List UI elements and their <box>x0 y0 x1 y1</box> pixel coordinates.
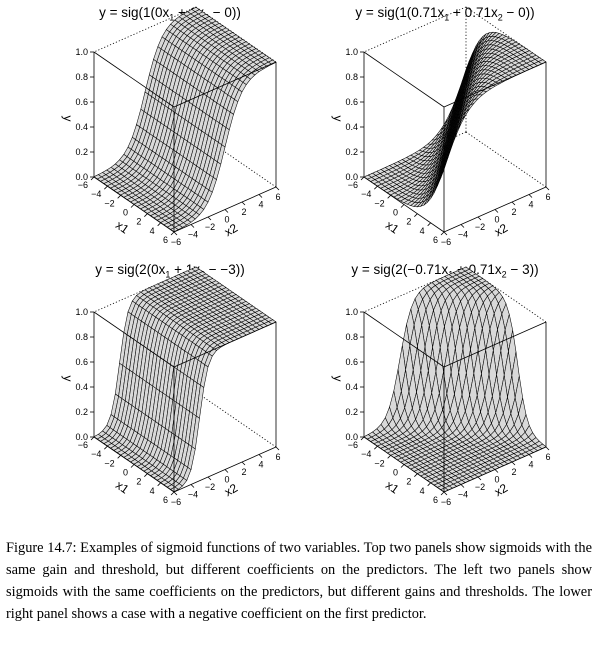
x1-tick-label: 2 <box>406 477 411 487</box>
z-tick-label: 0.6 <box>345 97 358 107</box>
x2-tick-label: 0 <box>494 215 499 225</box>
z-tick-label: 0.6 <box>75 357 88 367</box>
x1-tick-label: −2 <box>374 458 384 468</box>
x1-tick-label: 0 <box>393 208 398 218</box>
surface-panel-1: 0.00.20.40.60.81.0y−6−4−20246x1−6−4−2024… <box>61 6 281 247</box>
x1-tick-label: 4 <box>150 486 155 496</box>
z-tick-label: 0.4 <box>75 122 88 132</box>
x1-tick-label: 6 <box>433 495 438 505</box>
surface-panel-2: 0.00.20.40.60.81.0y−6−4−20246x1−6−4−2024… <box>331 6 551 247</box>
x2-tick-label: 0 <box>224 215 229 225</box>
x2-tick-label: 6 <box>275 452 280 462</box>
x1-tick-label: 4 <box>420 226 425 236</box>
x1-tick-label: 0 <box>123 468 128 478</box>
z-axis-label: y <box>61 376 75 382</box>
x1-tick-label: 6 <box>163 495 168 505</box>
x1-tick-label: −4 <box>91 449 101 459</box>
z-tick-label: 0.6 <box>75 97 88 107</box>
z-tick-label: 1.0 <box>345 47 358 57</box>
x1-tick-label: 2 <box>406 217 411 227</box>
x1-tick-label: −6 <box>78 180 88 190</box>
x2-tick-label: 6 <box>545 452 550 462</box>
z-axis-label: y <box>61 116 75 122</box>
figure: y = sig(1(0x1 + 1x2 − 0)) y = sig(1(0.71… <box>61 5 551 507</box>
z-tick-label: 0.4 <box>345 382 358 392</box>
x1-tick-label: 4 <box>150 226 155 236</box>
x1-axis-label: x1 <box>113 218 132 237</box>
z-tick-label: 0.0 <box>75 432 88 442</box>
z-tick-label: 0.2 <box>345 147 358 157</box>
x1-tick-label: −2 <box>374 198 384 208</box>
x1-tick-label: 4 <box>420 486 425 496</box>
x2-tick-label: 0 <box>494 475 499 485</box>
z-tick-label: 0.2 <box>75 407 88 417</box>
x2-tick-label: −2 <box>475 222 485 232</box>
x2-tick-label: 4 <box>528 200 533 210</box>
x2-tick-label: 4 <box>528 460 533 470</box>
z-tick-label: 1.0 <box>75 47 88 57</box>
z-axis-label: y <box>331 116 345 122</box>
x2-tick-label: 4 <box>258 200 263 210</box>
z-tick-label: 0.0 <box>75 172 88 182</box>
x2-tick-label: −4 <box>458 230 468 240</box>
x1-tick-label: −4 <box>91 189 101 199</box>
x1-tick-label: −4 <box>361 189 371 199</box>
x1-tick-label: 2 <box>136 217 141 227</box>
x1-tick-label: 6 <box>163 235 168 245</box>
x1-tick-label: 0 <box>123 208 128 218</box>
z-tick-label: 0.8 <box>75 332 88 342</box>
x1-tick-label: 2 <box>136 477 141 487</box>
x1-axis-label: x1 <box>113 478 132 497</box>
x2-tick-label: 6 <box>545 192 550 202</box>
z-axis-label: y <box>331 376 345 382</box>
z-tick-label: 1.0 <box>75 307 88 317</box>
x2-tick-label: 6 <box>275 192 280 202</box>
z-tick-label: 0.6 <box>345 357 358 367</box>
surface-panel-4: 0.00.20.40.60.81.0y−6−4−20246x1−6−4−2024… <box>331 266 551 507</box>
x2-tick-label: 2 <box>241 207 246 217</box>
x1-tick-label: −6 <box>348 440 358 450</box>
x2-tick-label: −6 <box>171 237 181 247</box>
x2-tick-label: −4 <box>188 490 198 500</box>
z-tick-label: 0.8 <box>345 72 358 82</box>
x2-tick-label: 0 <box>224 475 229 485</box>
x2-tick-label: −2 <box>205 222 215 232</box>
x2-tick-label: −6 <box>441 237 451 247</box>
x1-tick-label: −2 <box>104 458 114 468</box>
x1-tick-label: 6 <box>433 235 438 245</box>
z-tick-label: 0.8 <box>345 332 358 342</box>
x2-tick-label: 2 <box>241 467 246 477</box>
x2-tick-label: 2 <box>511 207 516 217</box>
x2-tick-label: −4 <box>188 230 198 240</box>
surface-panel-3: 0.00.20.40.60.81.0y−6−4−20246x1−6−4−2024… <box>61 266 281 507</box>
z-tick-label: 0.8 <box>75 72 88 82</box>
z-tick-label: 0.4 <box>345 122 358 132</box>
x1-tick-label: −6 <box>348 180 358 190</box>
x1-tick-label: −2 <box>104 198 114 208</box>
x2-tick-label: 2 <box>511 467 516 477</box>
x2-tick-label: −6 <box>171 497 181 507</box>
x1-tick-label: −4 <box>361 449 371 459</box>
x2-tick-label: −4 <box>458 490 468 500</box>
x1-tick-label: −6 <box>78 440 88 450</box>
panel-title-2: y = sig(1(0.71x1 + 0.71x2 − 0)) <box>355 5 535 23</box>
surface-plot-1: 0.00.20.40.60.81.0y−6−4−20246x1−6−4−2024… <box>61 6 551 507</box>
z-tick-label: 0.2 <box>75 147 88 157</box>
z-tick-label: 0.0 <box>345 432 358 442</box>
x2-tick-label: −2 <box>205 482 215 492</box>
x1-axis-label: x1 <box>383 218 402 237</box>
z-tick-label: 0.2 <box>345 407 358 417</box>
x2-tick-label: −6 <box>441 497 451 507</box>
figure-caption: Figure 14.7: Examples of sigmoid functio… <box>6 540 592 622</box>
z-tick-label: 0.0 <box>345 172 358 182</box>
x1-tick-label: 0 <box>393 468 398 478</box>
x2-tick-label: −2 <box>475 482 485 492</box>
x1-axis-label: x1 <box>383 478 402 497</box>
x2-tick-label: 4 <box>258 460 263 470</box>
z-tick-label: 1.0 <box>345 307 358 317</box>
z-tick-label: 0.4 <box>75 382 88 392</box>
